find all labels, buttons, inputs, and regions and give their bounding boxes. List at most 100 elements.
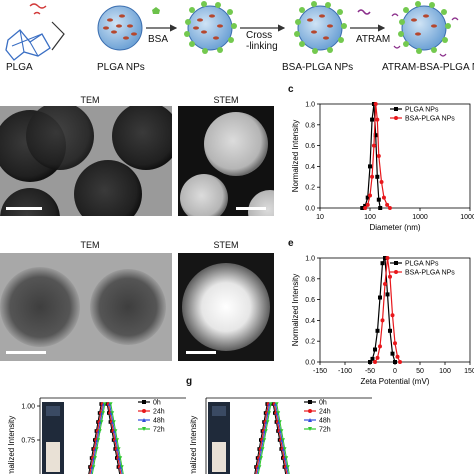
data-point (308, 409, 312, 413)
data-point (117, 447, 121, 451)
data-point (375, 174, 380, 179)
data-point (278, 420, 282, 424)
data-point (265, 420, 270, 424)
data-point (284, 456, 289, 460)
panel-letter-g: g (186, 376, 193, 387)
chart-e-zeta-potential: 0.0 0.2 0.4 0.6 0.8 1.0 -150 -100 -50 0 50 100 150 Ze… (291, 255, 474, 387)
stem-image-row1 (178, 106, 274, 216)
y-tick-label: 1.00 (21, 404, 35, 411)
y-tick-label: 0.2 (305, 339, 315, 346)
y-axis-label: Normalized Intensity (291, 274, 300, 346)
y-tick-label: 0.75 (21, 438, 35, 445)
y-tick-label: 1.0 (305, 102, 315, 109)
data-point (308, 418, 312, 422)
data-point (394, 116, 398, 120)
data-point (275, 402, 279, 406)
data-point (378, 344, 382, 349)
data-point (91, 465, 96, 469)
legend-entry: 72h (319, 427, 331, 434)
x-tick-label: 100 (439, 368, 451, 375)
tem-title-row2: TEM (80, 240, 100, 250)
data-point (276, 411, 281, 415)
series-line (369, 255, 396, 363)
series-3 (91, 402, 124, 474)
bsa-plga-np-icon (294, 1, 347, 54)
data-point (115, 438, 119, 442)
legend-entry: BSA-PLGA NPs (405, 270, 455, 277)
y-tick-label: 0.4 (305, 164, 315, 171)
data-point (112, 420, 116, 424)
data-point (381, 195, 386, 200)
data-point (385, 292, 390, 297)
y-tick-label: 0.6 (305, 143, 315, 150)
data-point (373, 102, 378, 106)
series-1 (363, 102, 392, 210)
series-0 (360, 102, 383, 210)
data-point (368, 164, 372, 169)
synthesis-scheme (5, 1, 459, 61)
data-point (376, 197, 381, 202)
stem-title-row2: STEM (213, 240, 239, 250)
legend-entry: 0h (319, 400, 327, 407)
y-axis-label: Normalized Intensity (189, 416, 198, 474)
vial-liquid (212, 442, 226, 472)
data-point (375, 328, 380, 333)
bsa-np-icon (184, 1, 237, 54)
data-point (385, 256, 390, 260)
vial-liquid (46, 442, 60, 472)
data-point (373, 360, 377, 364)
data-point (308, 427, 312, 431)
y-tick-label: 0.0 (305, 206, 315, 213)
panel-letter-e: e (288, 238, 294, 249)
data-point (98, 429, 102, 433)
stem-image-row2 (178, 253, 274, 361)
x-tick-label: -100 (338, 368, 352, 375)
tem-title-row1: TEM (80, 95, 100, 105)
data-point (363, 206, 368, 210)
data-point (373, 133, 378, 138)
data-point (390, 351, 395, 356)
data-point (398, 360, 402, 364)
bsa-protein-icon (152, 7, 160, 14)
tem-image-row1 (0, 106, 172, 216)
data-point (370, 356, 375, 361)
x-tick-label: -50 (365, 368, 375, 375)
data-point (99, 420, 104, 424)
data-point (110, 411, 115, 415)
x-tick-label: 10000 (460, 214, 474, 221)
data-point (142, 400, 146, 404)
data-point (394, 107, 398, 111)
scale-bar (236, 207, 266, 210)
data-point (363, 203, 368, 208)
scheme-label-plga: PLGA (6, 62, 33, 73)
scheme-label-plga-nps: PLGA NPs (97, 62, 145, 73)
scale-bar (6, 207, 42, 210)
data-point (393, 341, 397, 346)
data-point (370, 117, 375, 122)
data-point (387, 206, 392, 210)
stem-title-row1: STEM (213, 95, 239, 105)
series-1 (373, 256, 402, 364)
data-point (375, 355, 380, 360)
data-point (380, 261, 385, 266)
data-point (368, 193, 372, 198)
data-point (281, 438, 285, 442)
data-point (101, 411, 105, 415)
atram-bsa-plga-np-icon (391, 1, 459, 57)
data-point (93, 456, 97, 460)
data-point (385, 202, 390, 207)
data-point (380, 318, 385, 323)
data-point (365, 195, 370, 200)
data-point (259, 456, 263, 460)
legend-entry: 48h (153, 418, 165, 425)
data-point (360, 206, 365, 210)
scale-bar (6, 351, 46, 354)
data-point (142, 427, 146, 431)
plga-np-icon (97, 5, 143, 51)
x-tick-label: 10 (316, 214, 324, 221)
atram-peptide-icon (357, 9, 371, 15)
data-point (103, 402, 107, 406)
data-point (286, 465, 290, 469)
data-point (370, 174, 375, 179)
legend-entry: 0h (153, 400, 161, 407)
